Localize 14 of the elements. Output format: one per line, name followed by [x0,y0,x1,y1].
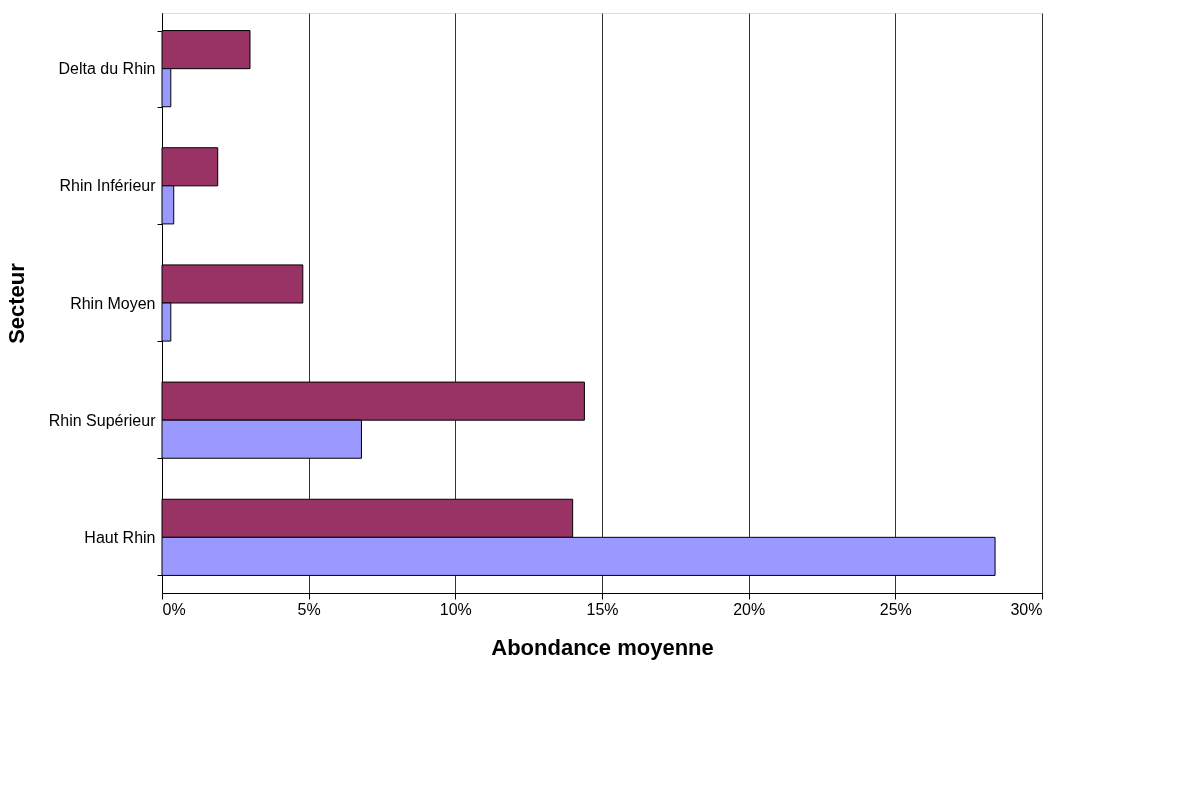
x-tick-label: 5% [297,600,321,618]
x-tick-label: 0% [162,600,186,618]
y-tick-label: Delta du Rhin [58,60,156,78]
y-axis-title: Secteur [3,262,29,344]
x-tick-label: 30% [1010,600,1043,618]
x-tick-label: 15% [586,600,619,618]
y-tick-label: Haut Rhin [84,528,156,546]
y-tick-label: Rhin Inférieur [59,177,157,195]
x-axis-title: Abondance moyenne [491,634,714,660]
y-tick-label: Rhin Supérieur [48,411,157,429]
x-tick-label: 20% [733,600,766,618]
x-tick-label: 10% [439,600,472,618]
y-tick-label: Rhin Moyen [70,294,156,312]
x-tick-label: 25% [879,600,912,618]
